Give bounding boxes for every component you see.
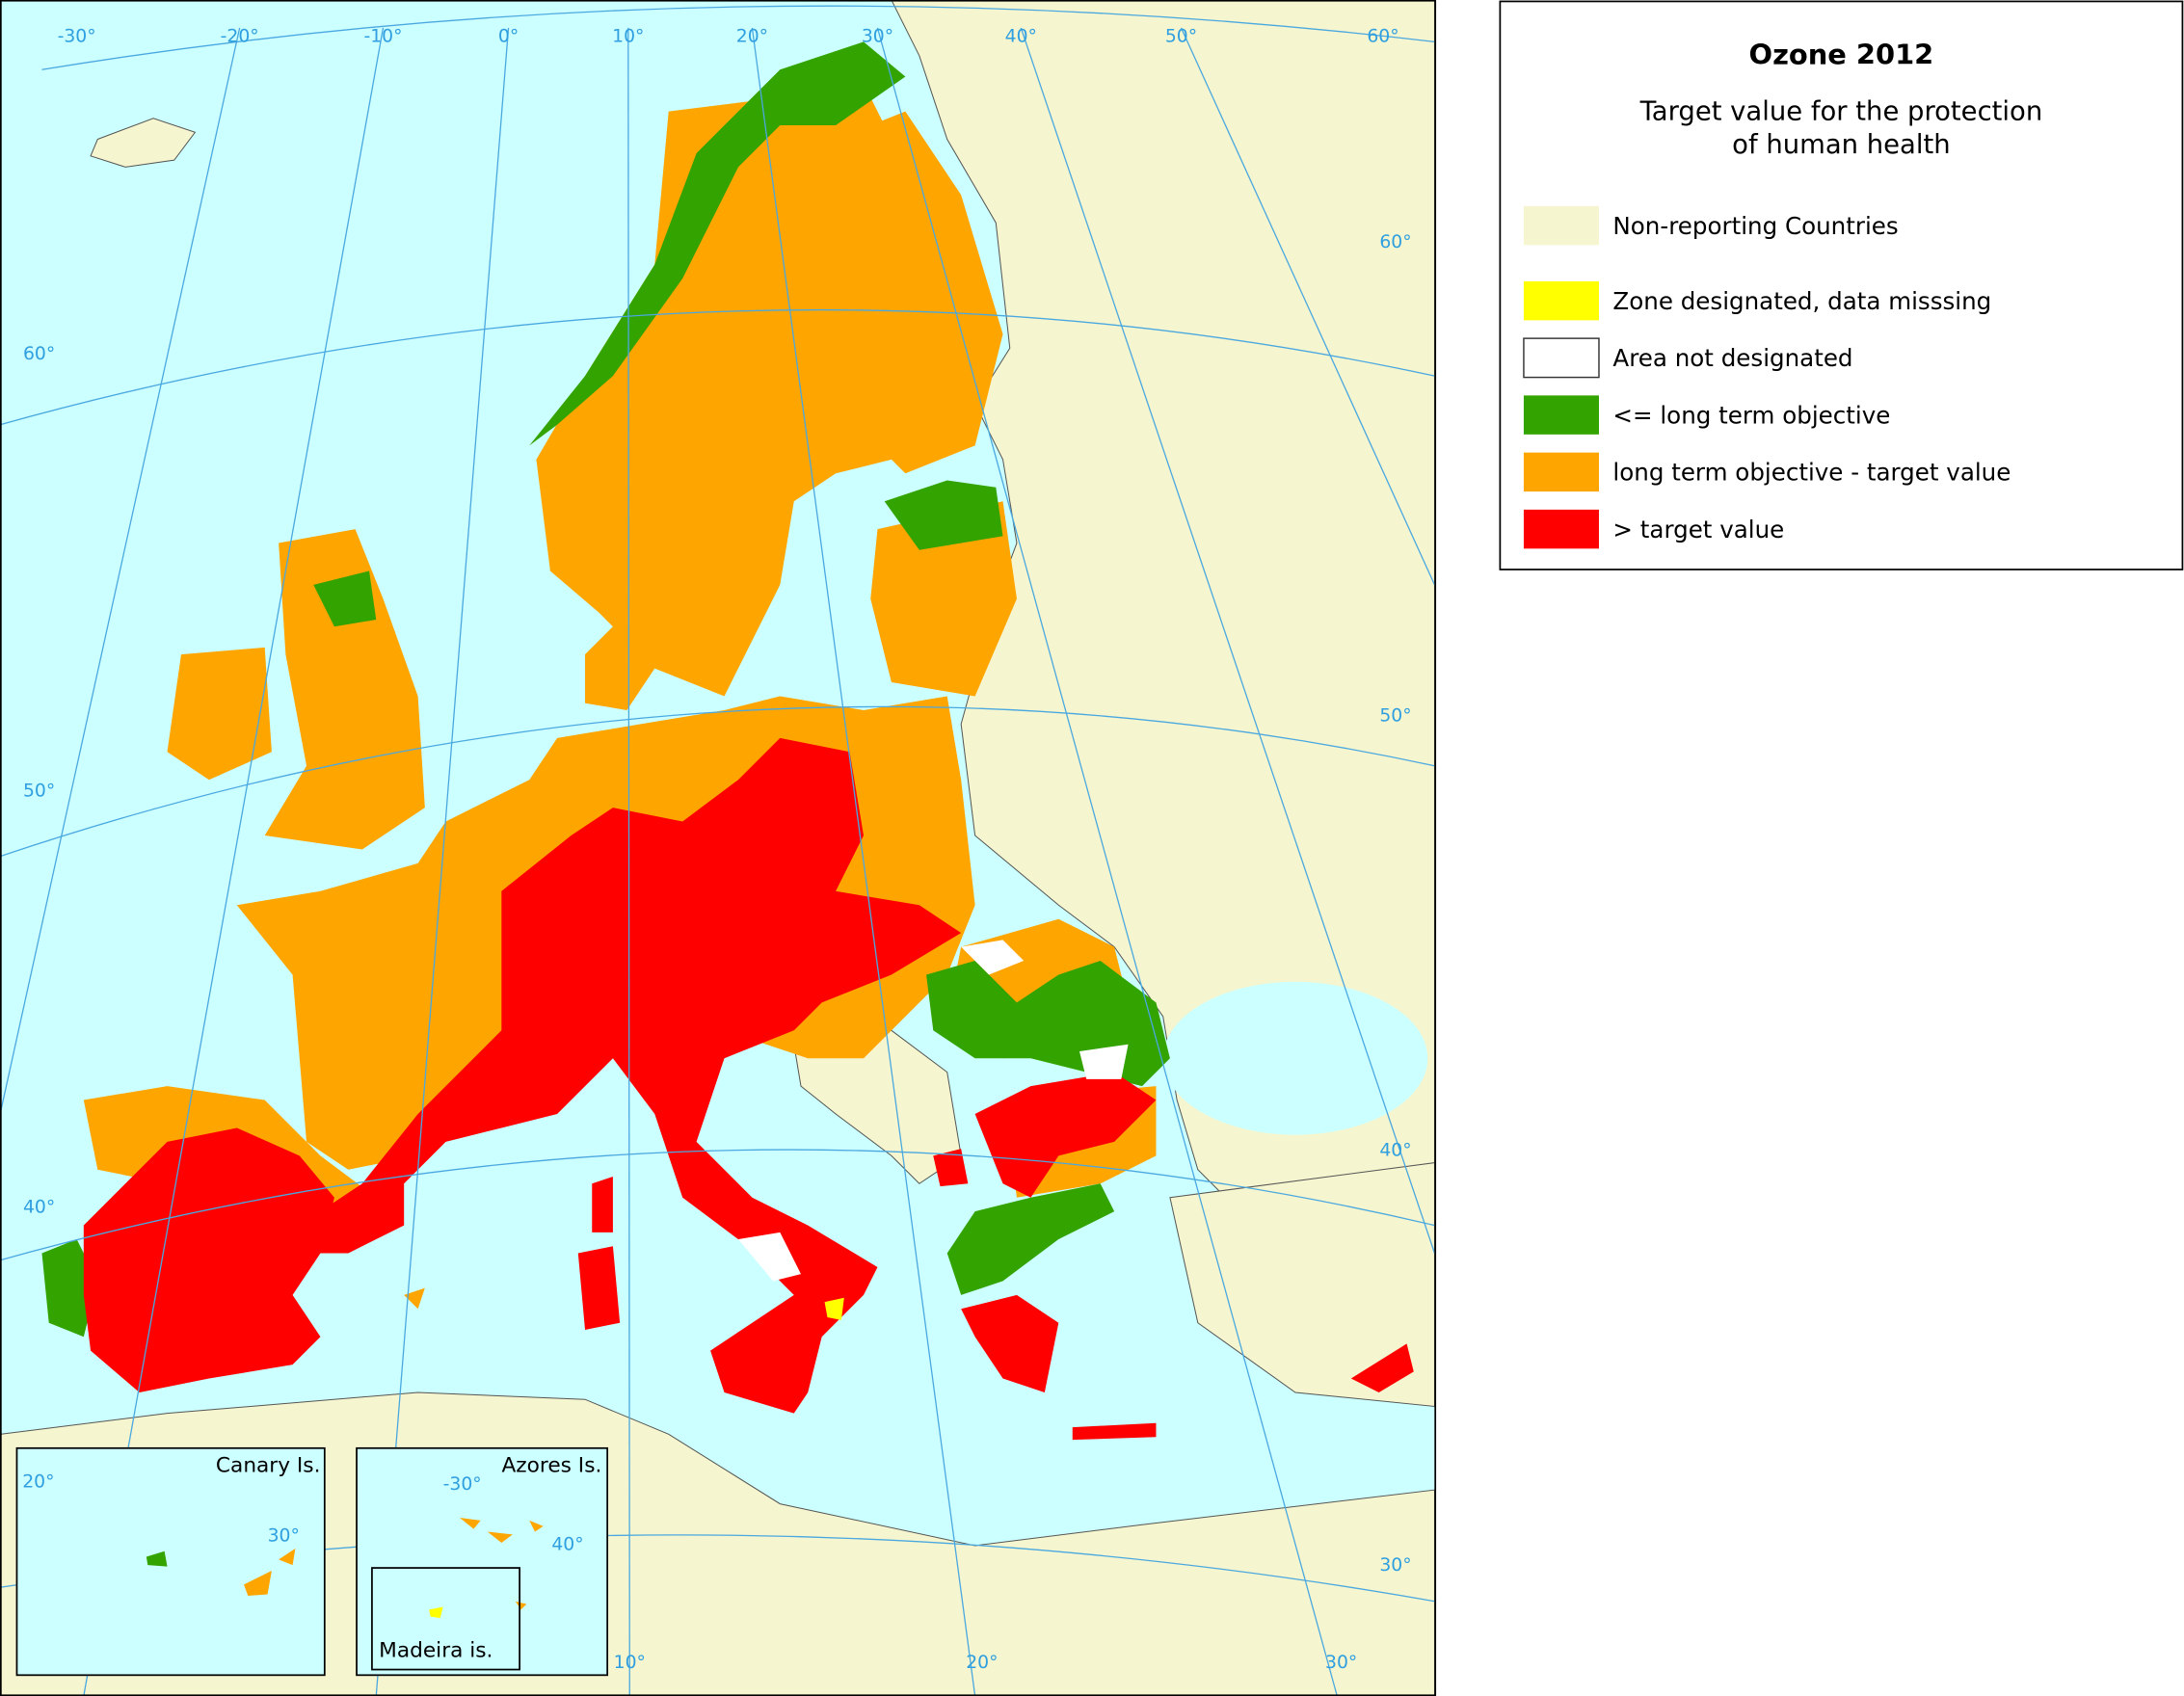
- graticule: [0, 5, 1436, 1696]
- inset-canary: Canary Is. 20° 30°: [15, 1446, 326, 1677]
- graticule-line: [1180, 27, 1436, 586]
- black-sea: [1162, 981, 1428, 1135]
- map-frame: [0, 0, 1437, 1696]
- graticule-label: -20°: [221, 26, 259, 46]
- legend-label: Area not designated: [1612, 344, 1852, 372]
- graticule-label: 40°: [551, 1534, 583, 1554]
- graticule-label: 20°: [966, 1653, 998, 1673]
- zone-data-missing: [429, 1606, 443, 1619]
- graticule-line: [627, 27, 630, 1696]
- graticule-line: [0, 705, 1435, 858]
- legend-swatch: [1523, 452, 1599, 492]
- zone-not-designated: [737, 940, 1129, 1282]
- graticule-label: 50°: [23, 782, 55, 802]
- graticule-label: 60°: [1379, 232, 1411, 252]
- map: -30° -20° -10° 0° 10° 20° 30° 40° 50° 60° 60° 50° 40…: [0, 0, 1437, 1696]
- legend-label: Non-reporting Countries: [1612, 212, 1898, 240]
- inset-frame: [371, 1567, 520, 1671]
- legend-swatch: [1523, 395, 1599, 435]
- inset-frame: [15, 1446, 326, 1677]
- graticule-label: 30°: [1325, 1653, 1357, 1673]
- legend-swatch: [1523, 280, 1599, 321]
- graticule-line: [83, 27, 385, 1696]
- legend-swatch: [1523, 509, 1599, 549]
- legend: Ozone 2012 Target value for the protecti…: [1499, 0, 2184, 570]
- legend-label: long term objective - target value: [1612, 459, 2011, 487]
- zone-orange: [244, 1548, 296, 1596]
- graticule-line: [0, 308, 1435, 426]
- graticule-label: 40°: [1005, 26, 1037, 46]
- graticule-line: [876, 27, 1338, 1696]
- inset-label: Canary Is.: [216, 1453, 321, 1477]
- graticule-label: 20°: [736, 26, 768, 46]
- zone-green: [146, 1550, 168, 1567]
- inset-frame: [356, 1446, 609, 1677]
- zone-orange: [459, 1518, 544, 1610]
- legend-subtitle: Target value for the protection: [1639, 96, 2043, 126]
- graticule-label: 40°: [1379, 1140, 1411, 1160]
- graticule-label: 60°: [1367, 26, 1398, 46]
- graticule-line: [751, 27, 976, 1696]
- graticule-label: 10°: [614, 1653, 646, 1673]
- legend-title: Ozone 2012: [1749, 38, 1934, 70]
- legend-label: <= long term objective: [1612, 401, 1890, 429]
- legend-swatch: [1523, 205, 1599, 246]
- graticule-label: 30°: [1379, 1555, 1411, 1576]
- zone-red: [83, 737, 1414, 1441]
- graticule-label: -30°: [443, 1474, 482, 1495]
- graticule-label: 0°: [498, 26, 519, 46]
- graticule-label: 30°: [862, 26, 893, 46]
- graticule-line: [375, 27, 510, 1696]
- graticule-label: 10°: [612, 26, 644, 46]
- graticule-line: [0, 27, 241, 1115]
- graticule-label: 20°: [22, 1471, 54, 1492]
- graticule-label: 50°: [1379, 706, 1411, 727]
- graticule-line: [0, 1149, 1435, 1261]
- graticule-label: -30°: [58, 26, 96, 46]
- legend-swatch: [1523, 337, 1600, 379]
- graticule-label: -10°: [363, 26, 402, 46]
- graticule-label: 50°: [1165, 26, 1197, 46]
- graticule-label: 60°: [23, 344, 55, 364]
- legend-subtitle: of human health: [1732, 130, 1950, 160]
- graticule-label: 30°: [268, 1526, 300, 1547]
- legend-label: > target value: [1612, 516, 1784, 543]
- graticule-label: 40°: [23, 1198, 55, 1218]
- non-reporting-land: [1169, 1161, 1435, 1408]
- legend-label: Zone designated, data misssing: [1612, 287, 1991, 315]
- graticule-line: [1020, 27, 1436, 1254]
- inset-azores: Azores Is. -30° 40° Madeira is.: [356, 1446, 609, 1677]
- legend-frame: [1499, 0, 2184, 570]
- graticule-line: [41, 5, 1435, 70]
- inset-label: Madeira is.: [379, 1639, 493, 1663]
- inset-label: Azores Is.: [501, 1453, 601, 1477]
